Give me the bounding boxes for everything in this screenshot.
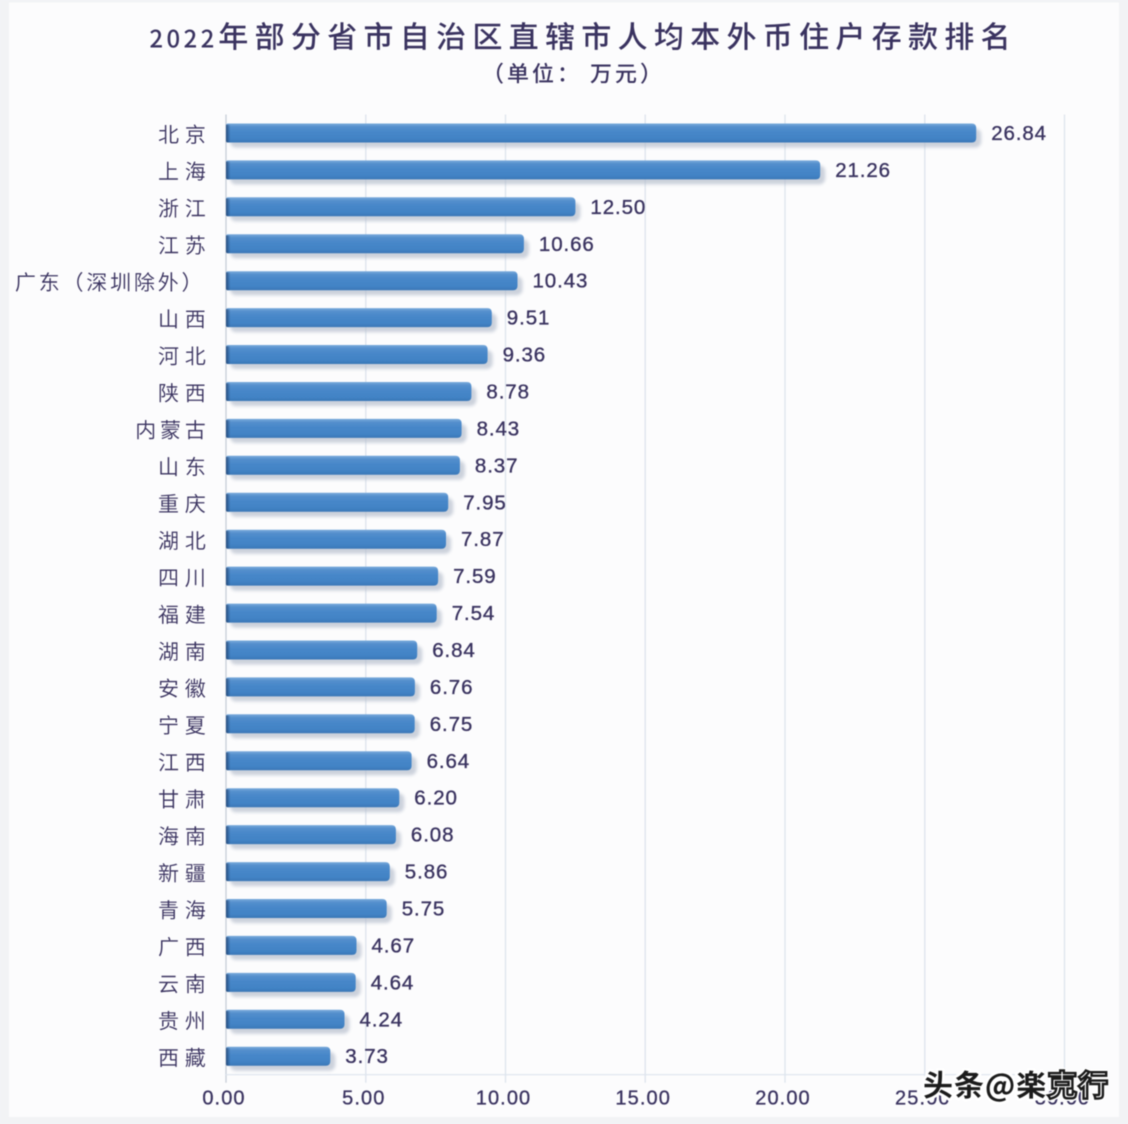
svg-text:6.75: 6.75 [430, 713, 474, 736]
svg-text:6.84: 6.84 [432, 639, 476, 662]
svg-text:21.26: 21.26 [835, 159, 891, 182]
svg-text:26.84: 26.84 [991, 122, 1047, 145]
svg-text:15.00: 15.00 [615, 1088, 671, 1110]
svg-text:9.51: 9.51 [507, 307, 551, 330]
svg-text:8.43: 8.43 [477, 417, 520, 440]
svg-text:8.78: 8.78 [486, 381, 530, 404]
svg-text:6.64: 6.64 [427, 750, 471, 773]
svg-text:4.24: 4.24 [360, 1008, 404, 1031]
svg-text:4.64: 4.64 [371, 971, 415, 994]
svg-text:6.08: 6.08 [411, 824, 455, 847]
svg-text:5.00: 5.00 [342, 1088, 385, 1110]
svg-text:12.50: 12.50 [590, 196, 646, 219]
svg-text:7.95: 7.95 [463, 491, 507, 514]
svg-text:6.20: 6.20 [414, 787, 458, 810]
svg-text:8.37: 8.37 [475, 454, 519, 477]
svg-text:20.00: 20.00 [755, 1088, 811, 1110]
svg-text:7.54: 7.54 [452, 602, 496, 625]
svg-text:7.87: 7.87 [461, 528, 505, 551]
svg-text:0.00: 0.00 [202, 1088, 245, 1110]
svg-text:6.76: 6.76 [430, 676, 474, 699]
svg-text:4.67: 4.67 [372, 934, 416, 957]
svg-text:5.75: 5.75 [402, 898, 446, 921]
svg-text:5.86: 5.86 [405, 861, 449, 884]
svg-text:10.00: 10.00 [476, 1088, 532, 1110]
svg-text:10.43: 10.43 [533, 270, 589, 293]
svg-text:3.73: 3.73 [345, 1045, 389, 1068]
svg-text:10.66: 10.66 [539, 233, 595, 256]
svg-text:9.36: 9.36 [503, 344, 546, 367]
svg-text:7.59: 7.59 [453, 565, 497, 588]
